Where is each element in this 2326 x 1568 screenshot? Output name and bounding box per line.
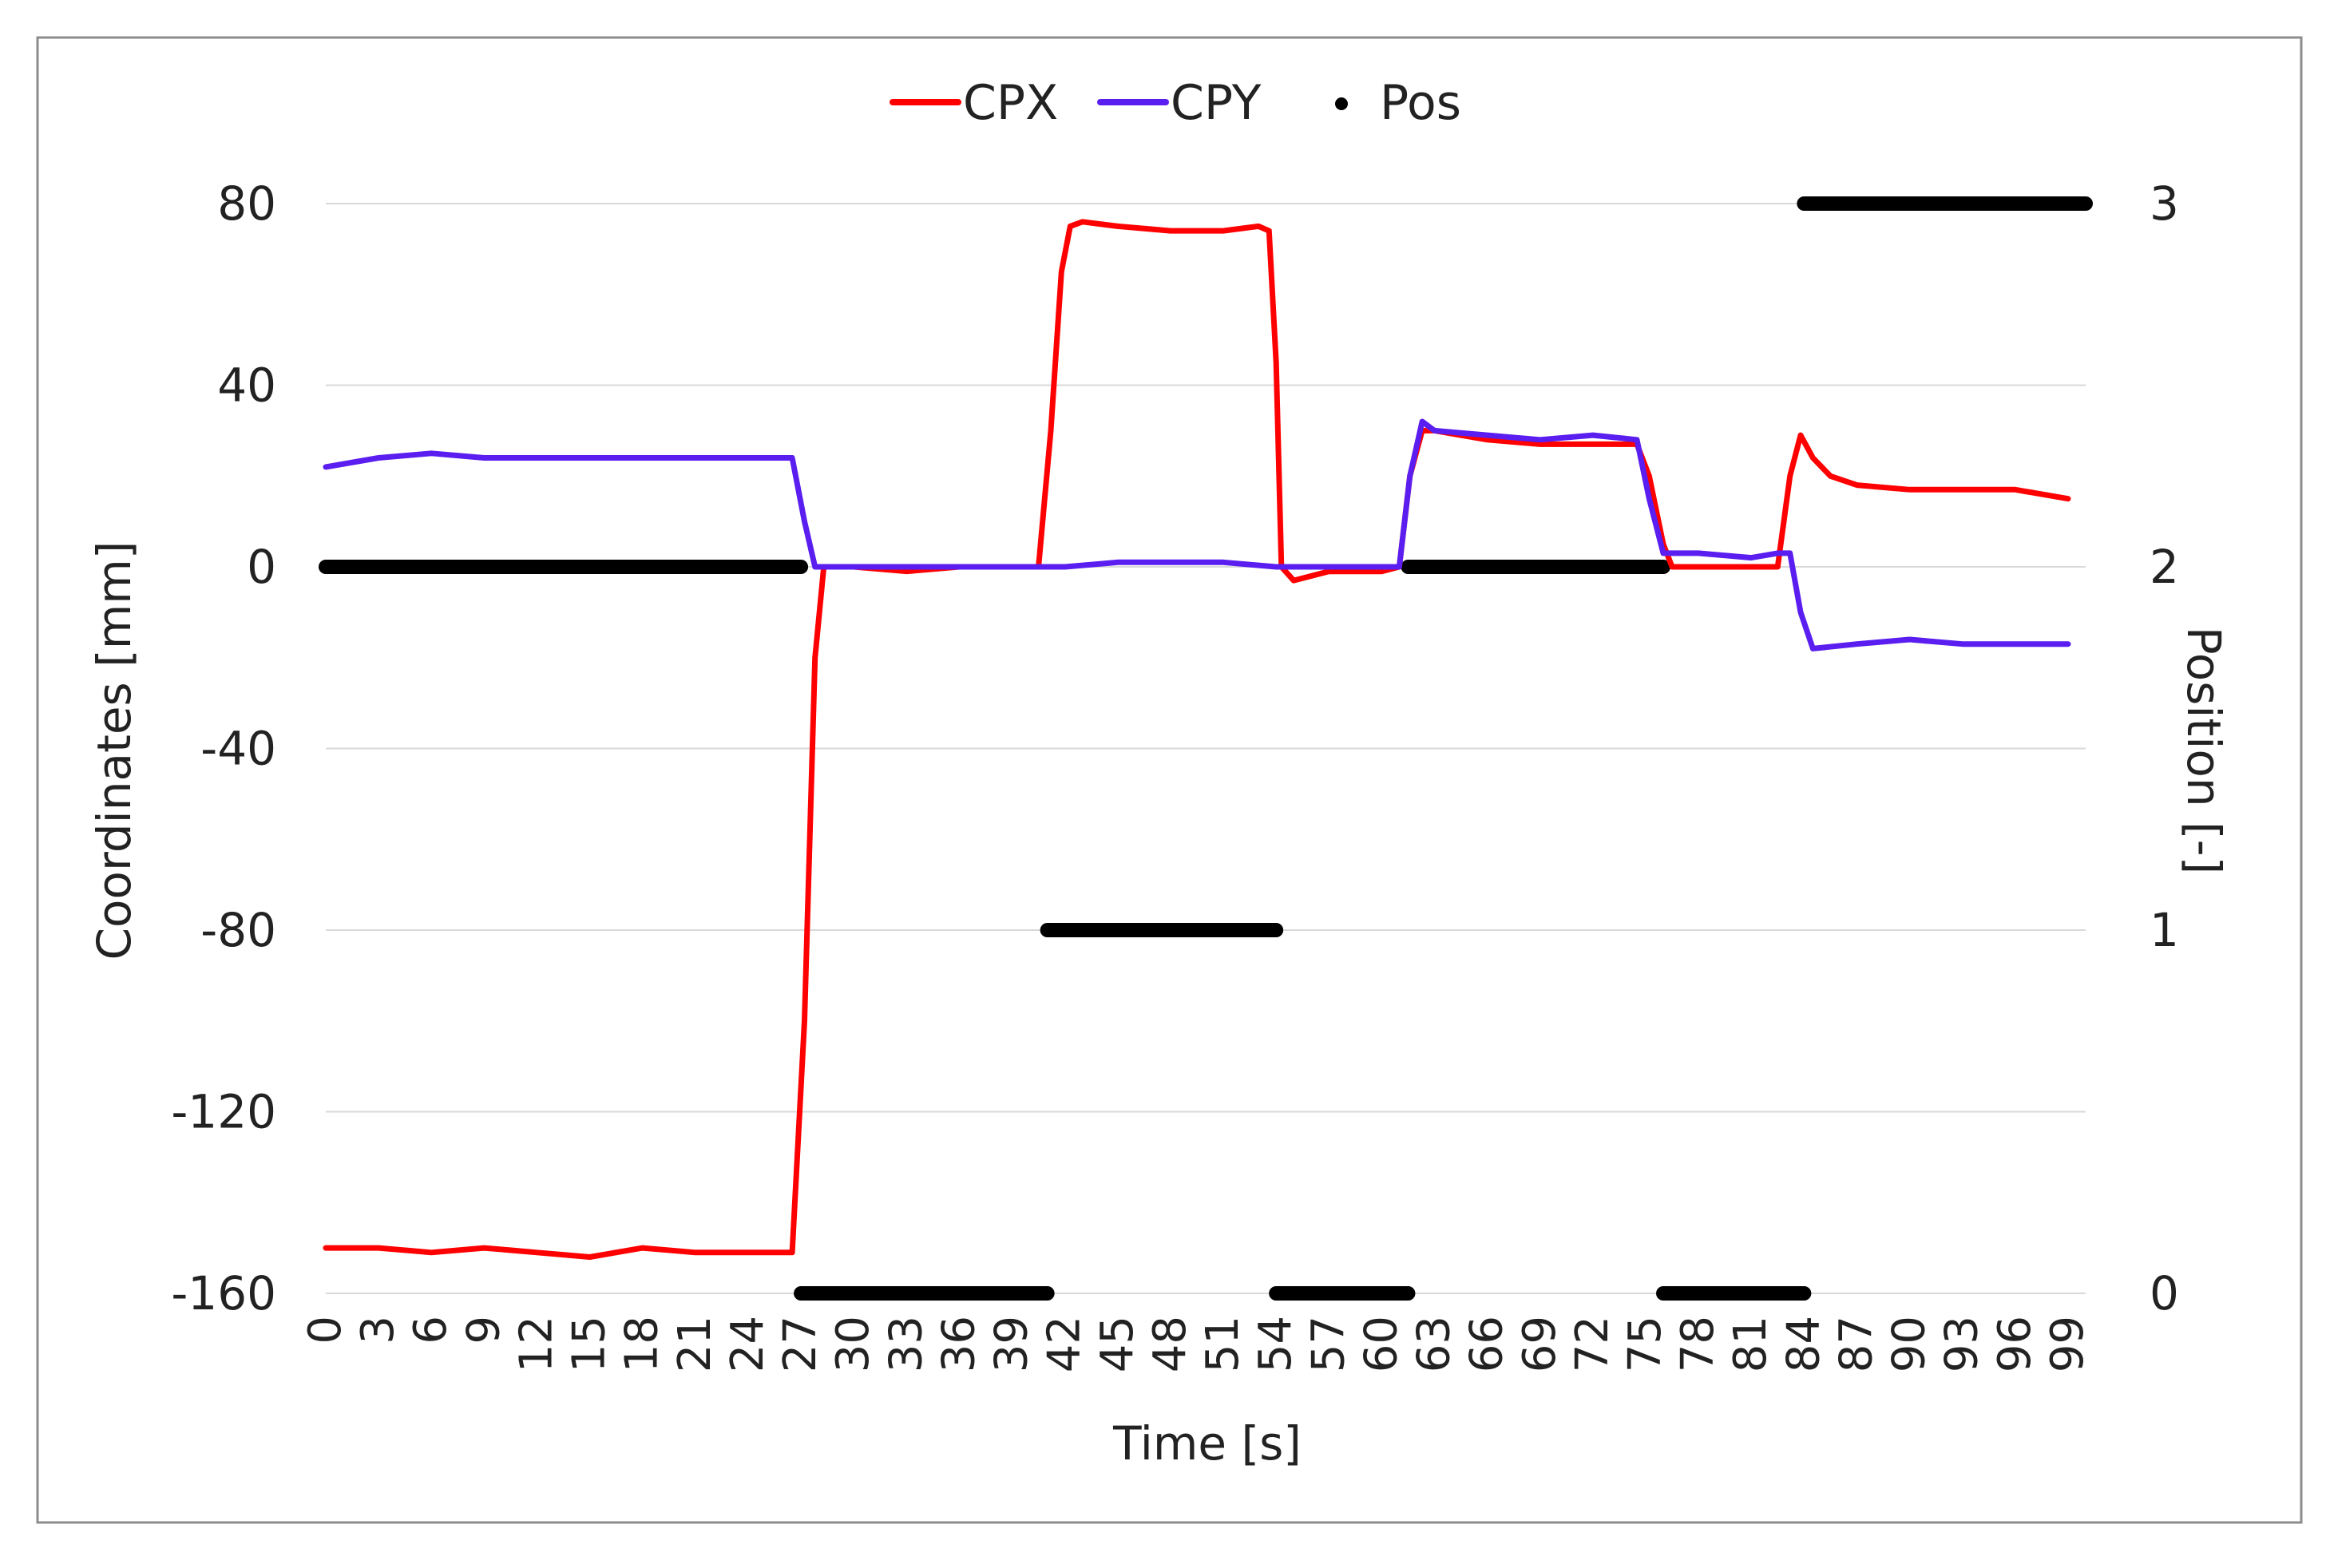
y-tick-label: -120	[171, 1085, 276, 1139]
x-tick-label: 39	[986, 1316, 1038, 1372]
y-axis-title: Coordinates [mm]	[87, 541, 141, 960]
x-tick-label: 45	[1092, 1316, 1143, 1372]
y2-tick-label: 3	[2150, 176, 2179, 231]
y-tick-label: 0	[247, 540, 276, 594]
y-tick-label: 80	[217, 176, 276, 231]
y2-axis-title: Position [-]	[2177, 627, 2231, 874]
x-tick-label: 87	[1830, 1316, 1882, 1372]
x-tick-label: 15	[564, 1316, 616, 1372]
x-tick-label: 75	[1619, 1316, 1671, 1372]
legend-swatch-pos	[1335, 97, 1348, 110]
y-tick-label: -80	[200, 903, 276, 957]
x-tick-label: 54	[1250, 1316, 1302, 1372]
x-tick-label: 51	[1197, 1316, 1249, 1372]
chart-frame	[36, 36, 2303, 1524]
x-tick-label: 21	[669, 1316, 721, 1372]
x-tick-label: 57	[1302, 1316, 1354, 1372]
y2-tick-label: 0	[2150, 1266, 2179, 1321]
y2-tick-label: 1	[2150, 903, 2179, 957]
legend-label: CPY	[1171, 75, 1262, 131]
legend-label: CPX	[963, 75, 1058, 131]
y-tick-label: -160	[171, 1266, 276, 1321]
y2-tick-label: 2	[2150, 540, 2179, 594]
legend: CPX CPY Pos	[890, 75, 1461, 131]
x-tick-label: 24	[722, 1316, 774, 1372]
x-tick-label: 18	[616, 1316, 668, 1372]
x-tick-label: 30	[827, 1316, 879, 1372]
x-tick-label: 93	[1936, 1316, 1988, 1372]
x-tick-label: 6	[405, 1316, 457, 1344]
series-line-cpx	[323, 219, 2071, 1260]
y-tick-label: 40	[217, 358, 276, 413]
x-tick-label: 27	[775, 1316, 826, 1372]
legend-label: Pos	[1380, 75, 1461, 131]
series-line-cpy	[323, 418, 2071, 651]
x-tick-label: 60	[1355, 1316, 1407, 1372]
x-tick-label: 72	[1567, 1316, 1619, 1372]
x-tick-label: 66	[1461, 1316, 1513, 1372]
x-tick-label: 0	[299, 1316, 351, 1344]
x-tick-label: 99	[2042, 1316, 2094, 1372]
x-tick-label: 48	[1144, 1316, 1196, 1372]
x-tick-label: 78	[1672, 1316, 1724, 1372]
x-tick-label: 84	[1777, 1316, 1829, 1372]
y-tick-label: -40	[200, 722, 276, 776]
line-series	[323, 219, 2071, 1260]
x-tick-label: 42	[1039, 1316, 1091, 1372]
x-tick-label: 3	[352, 1316, 404, 1344]
x-tick-label: 63	[1409, 1316, 1460, 1372]
x-tick-label: 90	[1884, 1316, 1936, 1372]
x-tick-label: 36	[933, 1316, 985, 1372]
x-tick-label: 96	[1989, 1316, 2041, 1372]
x-axis-title: Time [s]	[1112, 1416, 1302, 1471]
x-tick-label: 12	[510, 1316, 562, 1372]
x-tick-label: 9	[458, 1316, 509, 1344]
x-tick-label: 69	[1514, 1316, 1566, 1372]
pos-series	[319, 196, 2093, 1301]
x-tick-label: 33	[880, 1316, 932, 1372]
x-tick-label: 81	[1725, 1316, 1777, 1372]
